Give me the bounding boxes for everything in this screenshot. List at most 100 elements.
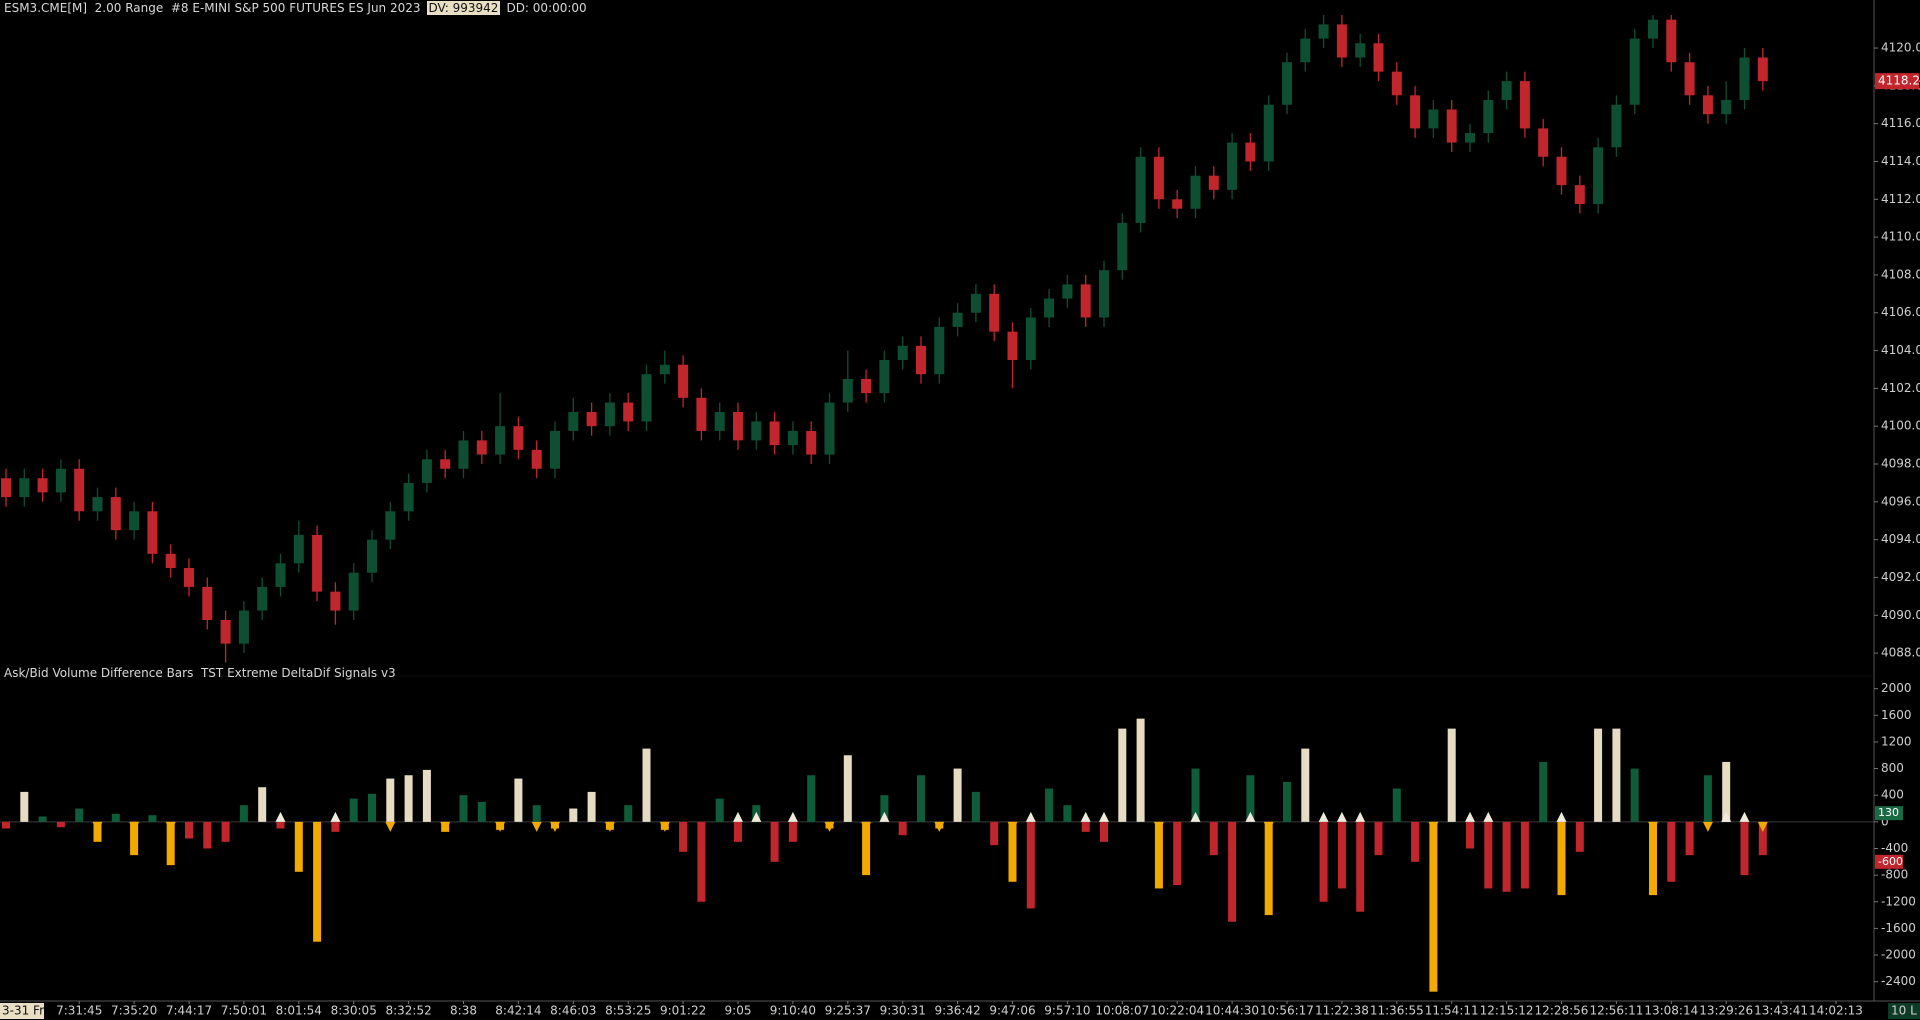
delta-bar [734, 821, 742, 842]
chart-title: ESM3.CME[M] 2.00 Range #8 E-MINI S&P 500… [4, 0, 421, 15]
candle-body [1007, 331, 1018, 361]
candle-body [1245, 142, 1256, 162]
candle-body [275, 563, 286, 587]
y-tick-label: 4120.00 [1881, 41, 1920, 55]
candle-body [678, 364, 689, 398]
delta-badge-label: -600 [1878, 855, 1903, 868]
candle-body [312, 534, 323, 592]
delta-bar [313, 821, 322, 942]
y-tick-label: 4112.00 [1881, 192, 1920, 206]
candle-body [330, 591, 341, 611]
x-tick-label: 8:32:52 [385, 1004, 431, 1018]
delta-bar [642, 748, 651, 822]
x-tick-label: 8:53:25 [605, 1004, 651, 1018]
signal-down [934, 821, 945, 832]
candle-body [202, 586, 213, 621]
candle-body [970, 293, 981, 313]
delta-bar [1026, 821, 1035, 909]
y-tick-label: 4100.00 [1881, 419, 1920, 433]
candle-body [1044, 298, 1055, 318]
delta-bar [917, 775, 925, 822]
x-tick-label: 13:08:14 [1644, 1004, 1698, 1018]
y-tick-label: -2000 [1881, 948, 1916, 962]
delta-bar [166, 821, 175, 866]
candle-body [879, 360, 890, 394]
signal-up [1318, 811, 1329, 822]
candle-body [696, 397, 707, 431]
delta-badge [1875, 854, 1903, 869]
candle-body [531, 449, 542, 469]
candle-body [1318, 24, 1329, 39]
candle-body [1099, 270, 1109, 318]
delta-bar [1264, 821, 1273, 916]
delta-bar [1209, 821, 1218, 856]
delta-bar [1411, 821, 1420, 862]
delta-bar [1337, 821, 1346, 889]
candle-body [403, 482, 414, 512]
delta-bar [1100, 821, 1108, 842]
x-tick-label: 9:01:22 [660, 1004, 706, 1018]
daily-volume: DV: 993942 [426, 0, 501, 15]
x-tick-label: 10:08:07 [1095, 1004, 1149, 1018]
delta-bar [1429, 821, 1438, 992]
delta-bar [368, 793, 376, 822]
candle-body [1702, 95, 1713, 115]
candle-body [458, 440, 469, 469]
signal-down [1428, 821, 1439, 832]
delta-bar [1063, 805, 1072, 822]
y-tick-label: 1600 [1881, 708, 1912, 722]
signal-up [1556, 811, 1567, 822]
delta-bar [1722, 761, 1731, 822]
x-tick-label: 9:25:37 [825, 1004, 871, 1018]
y-tick-label: -1200 [1881, 894, 1916, 908]
y-tick-label: 4114.00 [1881, 154, 1920, 168]
delta-bar [1466, 821, 1474, 849]
signal-up [733, 811, 743, 822]
y-tick-label: 4108.00 [1881, 267, 1920, 281]
signal-down [659, 821, 670, 832]
y-tick-label: 4090.00 [1881, 608, 1920, 622]
candle-body [421, 459, 432, 483]
delta-bar [715, 798, 724, 822]
signal-up [879, 811, 890, 822]
candle-body [916, 345, 926, 375]
x-tick-label: 11:36:55 [1370, 1004, 1424, 1018]
signal-down [440, 821, 451, 832]
y-tick-label: 4092.00 [1881, 570, 1920, 584]
candle-body [1684, 62, 1695, 96]
candle-body [440, 459, 451, 469]
y-tick-label: 4110.00 [1881, 230, 1920, 244]
signal-up [1336, 811, 1347, 822]
delta-bar [2, 821, 10, 829]
study-title: Ask/Bid Volume Difference Bars TST Extre… [4, 666, 396, 680]
signal-down [92, 821, 103, 832]
x-tick-label: 3-31 Fr [2, 1004, 44, 1018]
y-tick-label: 1200 [1881, 734, 1912, 748]
delta-bar [697, 821, 706, 902]
signal-down [1702, 821, 1713, 832]
delta-bar [990, 821, 999, 846]
y-tick-label: 400 [1881, 788, 1904, 802]
x-tick-label: 9:57:10 [1044, 1004, 1090, 1018]
signal-down [165, 821, 176, 832]
delta-bar [1685, 821, 1694, 856]
candle-body [641, 374, 652, 422]
delta-bar [1612, 728, 1621, 822]
x-tick-label: 8:42:14 [495, 1004, 541, 1018]
delta-bar [38, 816, 47, 822]
y-tick-label: 800 [1881, 761, 1904, 775]
x-tick-label: 12:15:12 [1480, 1004, 1534, 1018]
delta-bar [75, 808, 84, 822]
candle-body [714, 412, 725, 431]
delta-bar [843, 755, 852, 822]
signal-down [550, 821, 560, 832]
candle-body [842, 378, 853, 403]
delta-bar [111, 813, 120, 822]
candle-body [1519, 81, 1530, 129]
delta-bar [1557, 821, 1566, 896]
candle-body [238, 610, 249, 644]
signal-up [1355, 811, 1366, 822]
delta-bar [1246, 775, 1255, 822]
delta-bar [1008, 821, 1017, 882]
